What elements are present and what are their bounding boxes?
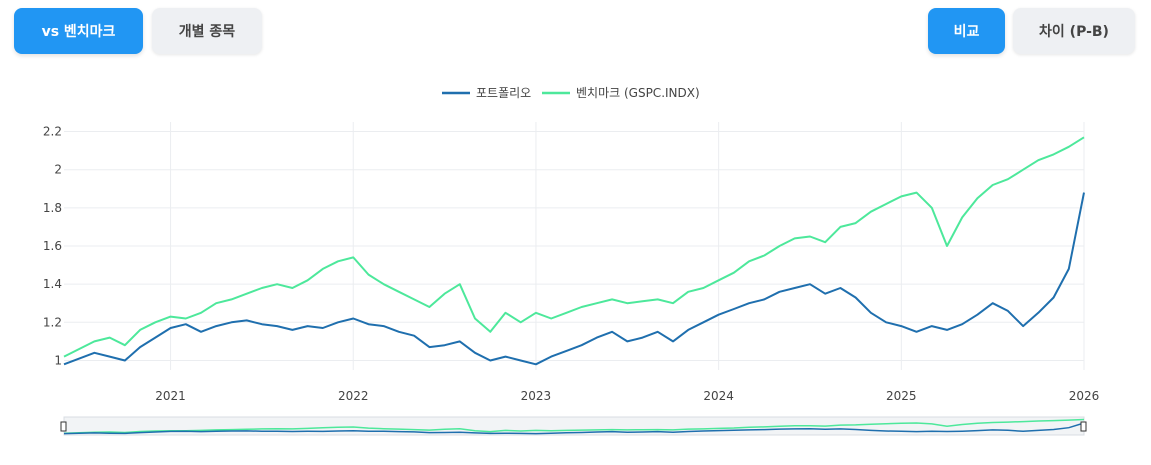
x-tick-label: 2023 [521, 389, 552, 403]
range-slider-left-handle[interactable] [60, 421, 67, 432]
x-axis: 2021 2022 2023 2024 2025 2026 [155, 389, 1099, 403]
x-tick-label: 2025 [886, 389, 917, 403]
series-line-portfolio[interactable] [63, 192, 1085, 366]
legend-label-benchmark[interactable]: 벤치마크 (GSPC.INDX) [576, 86, 700, 100]
range-slider-preview [63, 418, 1085, 435]
individual-stocks-button[interactable]: 개별 종목 [152, 8, 262, 54]
legend-label-portfolio[interactable]: 포트폴리오 [476, 86, 531, 100]
y-tick-label: 1.2 [43, 315, 62, 329]
y-tick-label: 2.2 [43, 125, 62, 139]
chart-grid [64, 122, 1085, 370]
y-axis: 1 1.2 1.4 1.6 1.8 2 2.2 [43, 125, 62, 368]
benchmark-view-button[interactable]: vs 벤치마크 [14, 8, 143, 54]
chart-legend[interactable]: 포트폴리오 벤치마크 (GSPC.INDX) [442, 86, 700, 100]
series-line-benchmark[interactable] [63, 136, 1085, 358]
x-tick-label: 2024 [703, 389, 734, 403]
x-tick-label: 2021 [155, 389, 186, 403]
y-tick-label: 1.4 [43, 277, 62, 291]
mini-line-benchmark [63, 418, 1085, 434]
plot-area[interactable] [63, 136, 1085, 366]
y-tick-label: 2 [54, 163, 62, 177]
y-tick-label: 1.6 [43, 239, 62, 253]
range-slider[interactable] [60, 416, 1087, 436]
range-slider-right-handle[interactable] [1080, 421, 1087, 432]
mini-line-portfolio [63, 422, 1085, 435]
x-tick-label: 2026 [1069, 389, 1100, 403]
y-tick-label: 1 [54, 353, 62, 367]
y-tick-label: 1.8 [43, 201, 62, 215]
difference-mode-button[interactable]: 차이 (P-B) [1013, 8, 1135, 54]
x-tick-label: 2022 [338, 389, 369, 403]
compare-mode-button[interactable]: 비교 [928, 8, 1005, 54]
